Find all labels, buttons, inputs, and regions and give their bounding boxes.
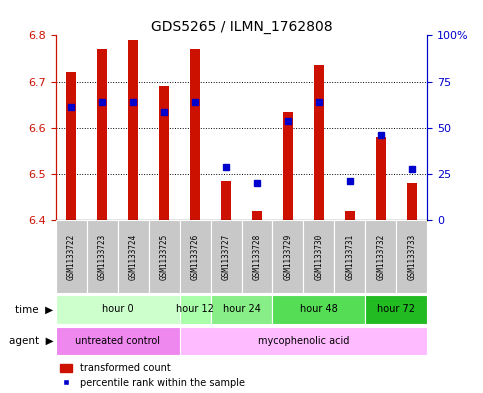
Bar [180,327,427,355]
Text: GSM1133727: GSM1133727 [222,233,230,279]
Text: hour 48: hour 48 [300,305,338,314]
Text: GSM1133729: GSM1133729 [284,233,293,279]
Title: GDS5265 / ILMN_1762808: GDS5265 / ILMN_1762808 [151,20,332,34]
Text: GSM1133732: GSM1133732 [376,233,385,279]
Text: agent  ▶: agent ▶ [9,336,53,346]
Text: hour 12: hour 12 [176,305,214,314]
Text: time  ▶: time ▶ [15,305,53,314]
Bar [221,181,231,220]
Bar [397,220,427,293]
Text: GSM1133728: GSM1133728 [253,233,261,279]
Text: GSM1133731: GSM1133731 [345,233,355,279]
Bar [128,40,139,220]
Text: GSM1133726: GSM1133726 [190,233,199,279]
Text: untreated control: untreated control [75,336,160,346]
Bar [272,296,366,324]
Bar [344,211,355,220]
Bar [366,296,427,324]
Legend: transformed count, percentile rank within the sample: transformed count, percentile rank withi… [60,363,245,388]
Bar [56,220,86,293]
Bar [242,220,272,293]
Bar [376,137,386,220]
Bar [56,327,180,355]
Bar [149,220,180,293]
Bar [252,211,262,220]
Text: mycophenolic acid: mycophenolic acid [258,336,349,346]
Text: GSM1133725: GSM1133725 [159,233,169,279]
Bar [190,49,200,220]
Bar [97,49,107,220]
Text: hour 0: hour 0 [102,305,133,314]
Bar [117,220,149,293]
Text: GSM1133723: GSM1133723 [98,233,107,279]
Bar [211,220,242,293]
Bar [180,220,211,293]
Bar [313,65,325,220]
Text: GSM1133730: GSM1133730 [314,233,324,279]
Bar [211,296,272,324]
Bar [407,183,417,220]
Text: GSM1133722: GSM1133722 [67,233,75,279]
Bar [66,72,76,220]
Bar [180,296,211,324]
Text: hour 72: hour 72 [377,305,415,314]
Bar [283,112,293,220]
Text: GSM1133733: GSM1133733 [408,233,416,279]
Bar [86,220,117,293]
Bar [303,220,334,293]
Bar [56,296,180,324]
Bar [334,220,366,293]
Text: GSM1133724: GSM1133724 [128,233,138,279]
Text: hour 24: hour 24 [223,305,260,314]
Bar [272,220,303,293]
Bar [366,220,397,293]
Bar [158,86,170,220]
